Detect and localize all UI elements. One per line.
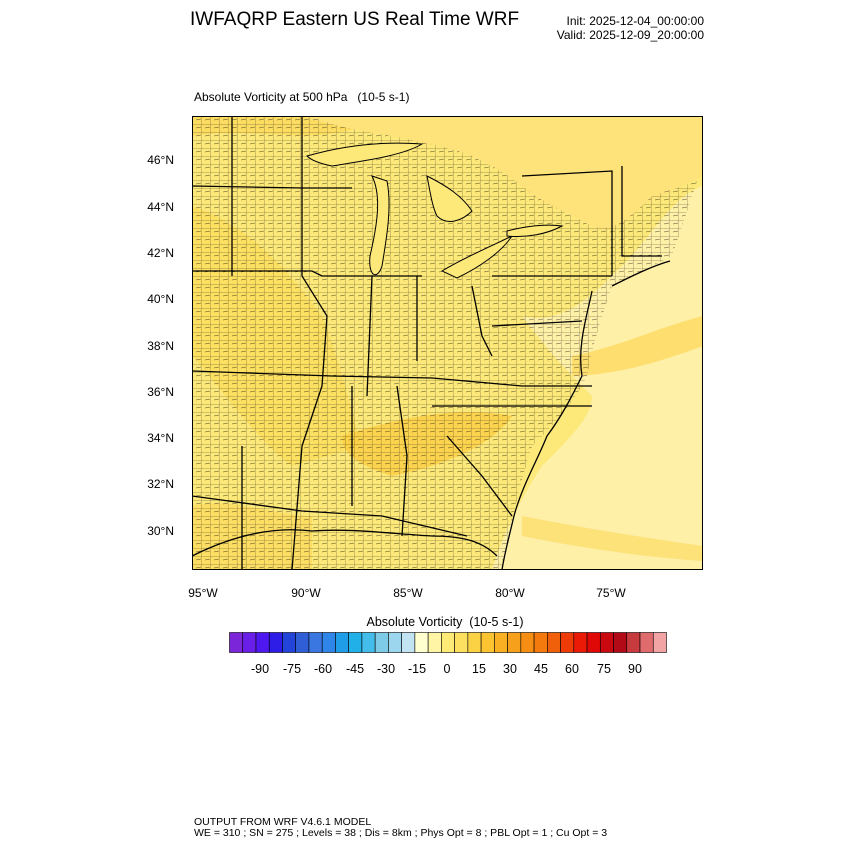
colorbar: [229, 632, 667, 653]
atlantic-coastline: [501, 290, 593, 570]
colorbar-swatch: [229, 632, 244, 653]
lon-label: 75°W: [596, 586, 626, 600]
lat-label: 46°N: [147, 153, 174, 167]
field-title: Absolute Vorticity at 500 hPa (10-5 s-1): [194, 90, 410, 104]
lat-label: 36°N: [147, 385, 174, 399]
vorticity-map: [192, 116, 703, 570]
colorbar-swatch: [255, 632, 270, 653]
colorbar-swatch: [441, 632, 455, 653]
model-config: WE = 310 ; SN = 275 ; Levels = 38 ; Dis …: [194, 827, 608, 839]
lat-label: 30°N: [147, 524, 174, 538]
colorbar-swatch: [626, 632, 641, 653]
colorbar-swatch: [573, 632, 588, 653]
lat-label: 42°N: [147, 246, 174, 260]
colorbar-swatch: [520, 632, 535, 653]
colorbar-label: 30: [503, 662, 517, 676]
county-borders: [192, 116, 697, 570]
lon-label: 80°W: [495, 586, 525, 600]
colorbar-label: -45: [345, 662, 365, 676]
lon-label: 90°W: [291, 586, 321, 600]
colorbar-swatch: [427, 632, 442, 653]
vorticity-band: [522, 516, 703, 561]
lat-label: 34°N: [147, 431, 174, 445]
colorbar-swatch: [308, 632, 323, 653]
colorbar-swatch: [586, 632, 601, 653]
colorbar-label: -90: [250, 662, 270, 676]
colorbar-swatch: [494, 632, 508, 653]
colorbar-label: 75: [597, 662, 611, 676]
colorbar-swatch: [613, 632, 628, 653]
lake-ontario: [506, 224, 564, 237]
colorbar-swatch: [639, 632, 654, 653]
gulf-coastline: [192, 529, 498, 557]
lat-label: 44°N: [147, 200, 174, 214]
colorbar-swatch: [547, 632, 561, 653]
colorbar-swatch: [467, 632, 482, 653]
lat-label: 40°N: [147, 292, 174, 306]
colorbar-label: 15: [472, 662, 486, 676]
colorbar-swatch: [282, 632, 297, 653]
colorbar-swatch: [454, 632, 469, 653]
vorticity-band: [572, 316, 703, 376]
lake-superior: [306, 142, 424, 167]
colorbar-swatch: [321, 632, 336, 653]
lake-michigan: [369, 175, 390, 276]
canada-field: [302, 116, 703, 230]
colorbar-swatch: [361, 632, 376, 653]
colorbar-swatch: [533, 632, 548, 653]
colorbar-swatch: [388, 632, 402, 653]
lat-label: 32°N: [147, 477, 174, 491]
model-info: OUTPUT FROM WRF V4.6.1 MODEL: [194, 816, 372, 828]
state-borders: [192, 116, 662, 570]
colorbar-swatch: [268, 632, 283, 653]
plot-title: IWFAQRP Eastern US Real Time WRF: [190, 9, 520, 30]
colorbar-label: 60: [565, 662, 579, 676]
lon-label: 95°W: [188, 586, 218, 600]
lat-label: 38°N: [147, 339, 174, 353]
new-england-coastline: [611, 260, 671, 287]
colorbar-swatch: [374, 632, 389, 653]
colorbar-swatch: [335, 632, 349, 653]
colorbar-label: 90: [628, 662, 642, 676]
colorbar-label: -60: [313, 662, 333, 676]
colorbar-label: 45: [534, 662, 548, 676]
ocean-pale-field: [492, 186, 703, 570]
colorbar-swatch: [599, 632, 614, 653]
valid-time: Valid: 2025-12-09_20:00:00: [556, 28, 704, 42]
colorbar-swatch: [480, 632, 495, 653]
colorbar-label: -30: [376, 662, 396, 676]
colorbar-label: -15: [407, 662, 427, 676]
map-frame: [192, 116, 703, 570]
colorbar-label: -75: [282, 662, 302, 676]
lake-huron: [426, 175, 473, 222]
colorbar-swatch: [652, 632, 667, 653]
init-time: Init: 2025-12-04_00:00:00: [566, 14, 704, 28]
lon-label: 85°W: [393, 586, 423, 600]
colorbar-swatch: [348, 632, 363, 653]
colorbar-swatch: [242, 632, 257, 653]
colorbar-label: 0: [443, 662, 451, 676]
colorbar-swatch: [401, 632, 416, 653]
colorbar-swatch: [295, 632, 310, 653]
colorbar-swatch: [560, 632, 575, 653]
colorbar-swatch: [414, 632, 429, 653]
colorbar-title: Absolute Vorticity (10-5 s-1): [366, 615, 524, 629]
colorbar-swatch: [507, 632, 522, 653]
